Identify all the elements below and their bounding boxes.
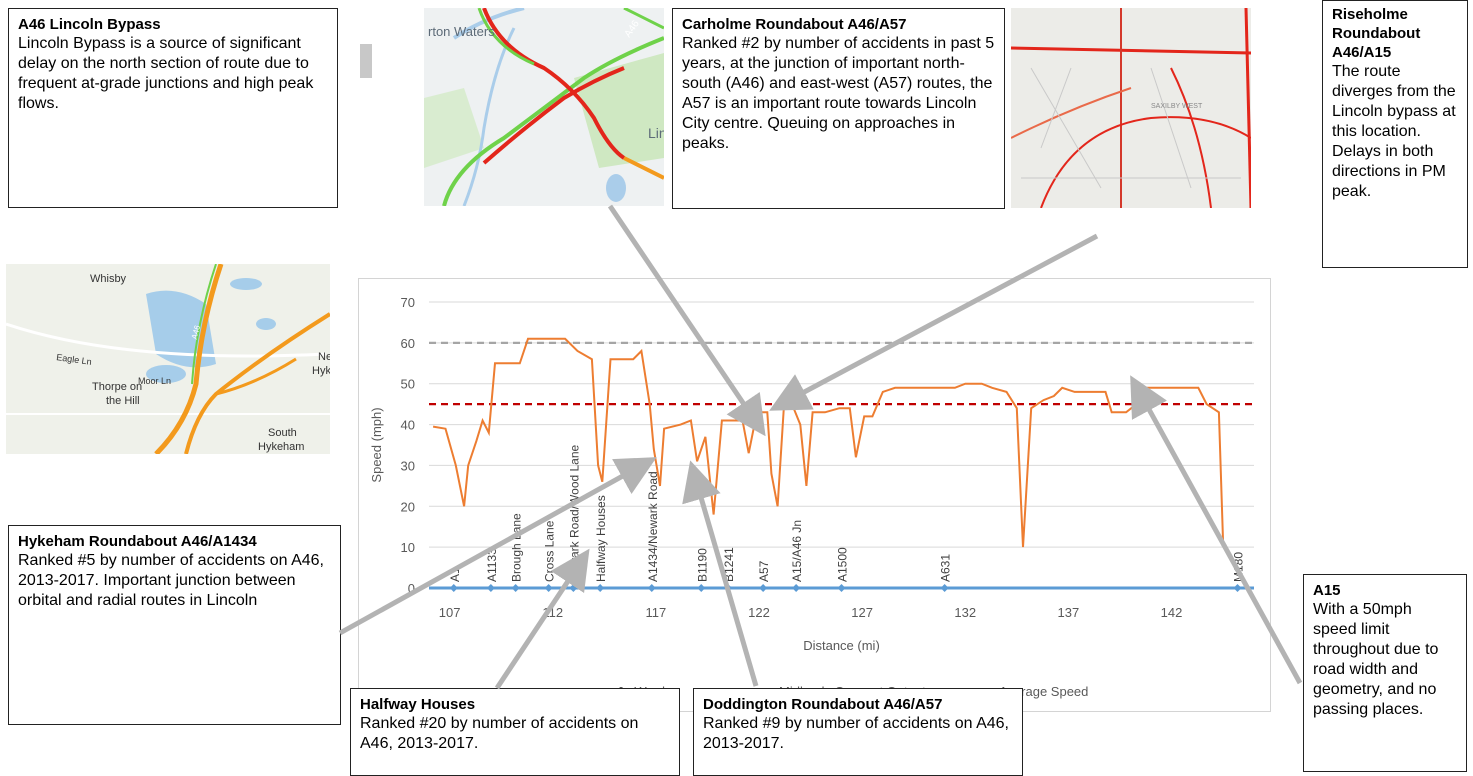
map-carholme: rton Waters Lin A46 [424, 8, 664, 206]
junction-marker [697, 584, 706, 592]
junction-marker [724, 584, 733, 592]
map-left-label-ne: Ne [318, 351, 330, 363]
map-hykeham-graphic: Whisby Eagle Ln Moor Ln Thorpe on the Hi… [6, 264, 330, 454]
junction-label: A1 [448, 567, 462, 582]
map-riseholme: SAXILBY WEST [1011, 8, 1251, 208]
x-axis-label: Distance (mi) [803, 638, 880, 653]
map-top-label-lin: Lin [648, 125, 664, 141]
callout-bypass-text: Lincoln Bypass is a source of significan… [18, 35, 314, 112]
callout-riseholme-title: Riseholme Roundabout A46/A15 [1332, 6, 1421, 61]
y-tick-label: 10 [401, 540, 415, 555]
y-tick-label: 60 [401, 336, 415, 351]
callout-hykeham-text: Ranked #5 by number of accidents on A46,… [18, 552, 324, 609]
map-left-label-hykeham: Hykeham [258, 441, 304, 453]
callout-doddington: Doddington Roundabout A46/A57 Ranked #9 … [693, 688, 1023, 776]
junction-layer: A1 A1133 Brough Lane Cross Lane Newark Road/… [429, 444, 1254, 592]
callout-riseholme-text: The route diverges from the Lincoln bypa… [1332, 63, 1456, 200]
callout-doddington-text: Ranked #9 by number of accidents on A46,… [703, 715, 1009, 752]
x-tick-label: 127 [851, 605, 873, 620]
callout-carholme-text: Ranked #2 by number of accidents in past… [682, 35, 995, 152]
junction-label: A1133 [485, 548, 499, 582]
junction-label: B1190 [695, 548, 709, 582]
junction-marker [569, 584, 578, 592]
junction-label: M180 [1232, 552, 1246, 582]
map-left-label-eagle: Eagle Ln [56, 352, 93, 367]
chart-panel: 0 10 20 30 40 50 60 70 107 112 117 122 127 132 137 142 … [358, 278, 1271, 712]
junction-marker [759, 584, 768, 592]
junction-marker [511, 584, 520, 592]
junction-marker [837, 584, 846, 592]
map-left-label-south: South [268, 427, 297, 439]
callout-carholme: Carholme Roundabout A46/A57 Ranked #2 by… [672, 8, 1005, 209]
x-tick-label: 132 [954, 605, 976, 620]
map-left-label-thorpe: Thorpe on [92, 381, 142, 393]
x-tick-label: 137 [1058, 605, 1080, 620]
y-tick-label: 20 [401, 499, 415, 514]
map-left-label-road: A46 [190, 324, 203, 341]
x-tick-label: 112 [542, 605, 563, 620]
junction-marker [486, 584, 495, 592]
callout-halfway: Halfway Houses Ranked #20 by number of a… [350, 688, 680, 776]
map-hykeham: Whisby Eagle Ln Moor Ln Thorpe on the Hi… [6, 264, 330, 454]
junction-label: Halfway Houses [594, 495, 608, 582]
y-tick-label: 30 [401, 458, 415, 473]
junction-marker [1233, 584, 1242, 592]
map-left-label-hyk: Hyk [312, 365, 330, 377]
map-left-label-hill: the Hill [106, 395, 140, 407]
callout-halfway-title: Halfway Houses [360, 696, 476, 713]
x-tick-label: 122 [748, 605, 770, 620]
junction-label: A15/A46 Jn [790, 520, 804, 582]
junction-label: A1500 [836, 547, 850, 582]
x-tick-label: 142 [1161, 605, 1183, 620]
junction-marker [544, 584, 553, 592]
map-carholme-graphic: rton Waters Lin A46 [424, 8, 664, 206]
junction-label: Brough Lane [510, 513, 524, 582]
junction-label: A1434/Newark Road [646, 471, 660, 582]
map-riseholme-graphic: SAXILBY WEST [1011, 8, 1251, 208]
x-tick-label: 107 [439, 605, 461, 620]
y-axis-label: Speed (mph) [369, 407, 384, 482]
callout-halfway-text: Ranked #20 by number of accidents on A46… [360, 715, 639, 752]
junction-marker [596, 584, 605, 592]
map-top-label-waters: rton Waters [428, 24, 495, 39]
callout-bypass-title: A46 Lincoln Bypass [18, 16, 161, 33]
junction-marker [792, 584, 801, 592]
y-tick-label: 40 [401, 418, 415, 433]
map-left-label-moor: Moor Ln [138, 376, 171, 386]
junction-label: B1241 [722, 547, 736, 582]
callout-hykeham: Hykeham Roundabout A46/A1434 Ranked #5 b… [8, 525, 341, 725]
callout-doddington-title: Doddington Roundabout A46/A57 [703, 696, 943, 713]
callout-riseholme: Riseholme Roundabout A46/A15 The route d… [1322, 0, 1468, 268]
junction-marker [940, 584, 949, 592]
y-tick-label: 50 [401, 377, 415, 392]
callout-a15-text: With a 50mph speed limit throughout due … [1313, 601, 1439, 718]
callout-bypass: A46 Lincoln Bypass Lincoln Bypass is a s… [8, 8, 338, 208]
callout-a15: A15 With a 50mph speed limit throughout … [1303, 574, 1467, 772]
junction-label: A57 [757, 560, 771, 582]
callout-a15-title: A15 [1313, 582, 1341, 599]
junction-label: A631 [939, 554, 953, 582]
map-right-label: SAXILBY WEST [1151, 103, 1203, 110]
junction-label: Cross Lane [543, 520, 557, 582]
series-speed [432, 337, 1225, 548]
y-tick-label: 70 [401, 295, 415, 310]
series-layer [429, 337, 1254, 548]
junction-label: Newark Road/Wood Lane [567, 444, 581, 582]
x-tick-label: 117 [646, 605, 667, 620]
map-left-label-whisby: Whisby [90, 273, 127, 285]
callout-carholme-title: Carholme Roundabout A46/A57 [682, 16, 907, 33]
scroll-handle [360, 44, 372, 78]
y-tick-label: 0 [408, 581, 415, 596]
junction-marker [647, 584, 656, 592]
junction-marker [449, 584, 458, 592]
callout-hykeham-title: Hykeham Roundabout A46/A1434 [18, 533, 257, 550]
